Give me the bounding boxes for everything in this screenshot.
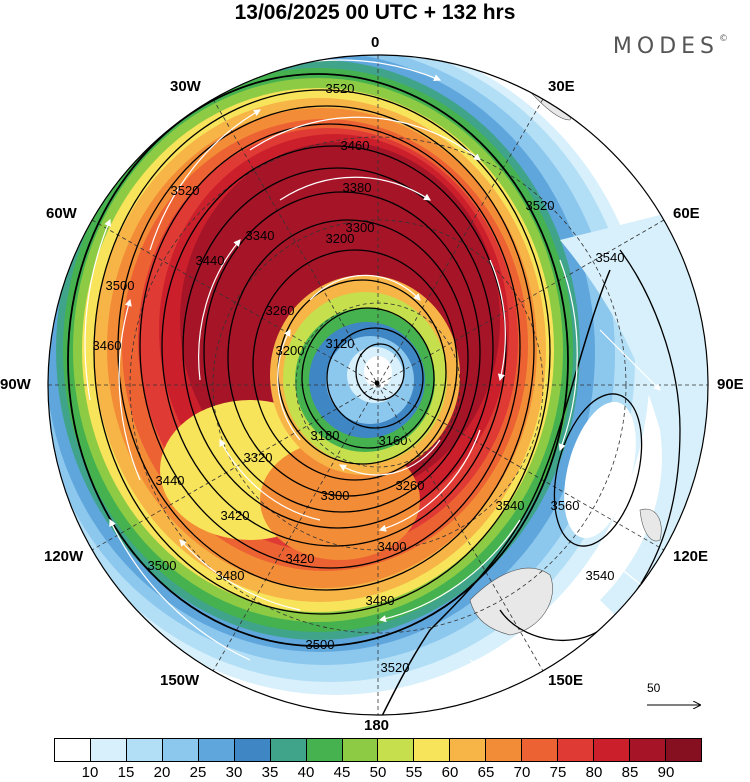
colorbar-tick-label: 85 bbox=[621, 764, 639, 781]
contour-label: 3120 bbox=[326, 336, 355, 351]
contour-label: 3460 bbox=[93, 338, 122, 353]
streamlines bbox=[84, 59, 661, 691]
contour-label: 3480 bbox=[216, 568, 245, 583]
lon-label-120e: 120E bbox=[673, 548, 709, 565]
colorbar-tick-label: 65 bbox=[477, 764, 495, 781]
contour-label: 3260 bbox=[266, 303, 295, 318]
colorbar bbox=[54, 738, 702, 762]
contour-label: 3560 bbox=[551, 498, 580, 513]
contour-label: 3540 bbox=[496, 498, 525, 513]
logo-copyright-mark: © bbox=[719, 34, 728, 44]
colorbar-cell bbox=[234, 739, 271, 761]
colorbar-tick-label: 35 bbox=[261, 764, 279, 781]
map-title: 13/06/2025 00 UTC + 132 hrs bbox=[234, 1, 516, 24]
colorbar-cell bbox=[55, 739, 91, 761]
contour-label: 3540 bbox=[596, 250, 625, 265]
colorbar-cell bbox=[342, 739, 379, 761]
colorbar-tick-label: 20 bbox=[153, 764, 171, 781]
lon-label-180: 180 bbox=[364, 717, 390, 734]
colorbar-tick-label: 75 bbox=[549, 764, 567, 781]
contour-label: 3300 bbox=[346, 220, 375, 235]
contour-label: 3500 bbox=[148, 558, 177, 573]
lon-label-30e: 30E bbox=[548, 78, 575, 95]
map-boundary bbox=[47, 54, 709, 716]
contour-label: 3260 bbox=[396, 478, 425, 493]
lon-label-150e: 150E bbox=[548, 672, 584, 689]
contour-label: 3420 bbox=[221, 508, 250, 523]
lon-label-60e: 60E bbox=[673, 205, 700, 222]
contour-label: 3420 bbox=[286, 551, 315, 566]
colorbar-cell bbox=[90, 739, 127, 761]
colorbar-cell bbox=[450, 739, 487, 761]
contour-label: 3440 bbox=[156, 473, 185, 488]
colorbar-cell bbox=[162, 739, 199, 761]
contour-labels: 3520 3460 3520 3380 3300 3340 3440 3500 3200 3260… bbox=[93, 81, 625, 675]
colorbar-cell bbox=[594, 739, 630, 761]
contour-label: 3340 bbox=[246, 228, 275, 243]
colorbar-cell bbox=[665, 739, 701, 761]
lon-label-120w: 120W bbox=[44, 548, 84, 565]
colorbar-tick-label: 25 bbox=[189, 764, 207, 781]
colorbar-tick-label: 50 bbox=[369, 764, 387, 781]
colorbar-tick-label: 90 bbox=[657, 764, 675, 781]
lon-label-60w: 60W bbox=[46, 205, 77, 222]
colorbar-cell bbox=[306, 739, 343, 761]
colorbar-tick-label: 45 bbox=[333, 764, 351, 781]
wind-speed-field bbox=[48, 55, 708, 715]
lon-label-0: 0 bbox=[371, 34, 380, 51]
lon-label-90w: 90W bbox=[0, 376, 31, 393]
contour-label: 3380 bbox=[343, 180, 372, 195]
colorbar-cell bbox=[630, 739, 666, 761]
colorbar-cell bbox=[198, 739, 235, 761]
contour-label: 3520 bbox=[326, 81, 355, 96]
contour-label: 3300 bbox=[321, 488, 350, 503]
contour-label: 3440 bbox=[196, 253, 225, 268]
contour-label: 3500 bbox=[106, 278, 135, 293]
contour-label: 3520 bbox=[526, 198, 555, 213]
colorbar-cell bbox=[414, 739, 451, 761]
lon-label-30w: 30W bbox=[170, 78, 201, 95]
contour-label: 3200 bbox=[326, 231, 355, 246]
contour-label: 3520 bbox=[171, 183, 200, 198]
colorbar-tick-label: 30 bbox=[225, 764, 243, 781]
colorbar-ticks: 10 15 20 25 30 35 40 45 50 55 60 65 70 75 80 85 90 bbox=[54, 764, 702, 782]
reference-vector-label: 50 bbox=[647, 681, 661, 695]
contour-label: 3480 bbox=[366, 593, 395, 608]
colorbar-cell bbox=[270, 739, 307, 761]
colorbar-tick-label: 10 bbox=[81, 764, 99, 781]
logo-text: MODES bbox=[612, 34, 719, 59]
height-contours bbox=[67, 73, 681, 715]
colorbar-cell bbox=[486, 739, 523, 761]
colorbar-tick-label: 40 bbox=[297, 764, 315, 781]
colorbar-cell bbox=[378, 739, 415, 761]
contour-label: 3500 bbox=[306, 637, 335, 652]
colorbar-cell bbox=[126, 739, 163, 761]
colorbar-cell bbox=[558, 739, 595, 761]
colorbar-tick-label: 60 bbox=[441, 764, 459, 781]
contour-label: 3200 bbox=[276, 343, 305, 358]
colorbar-cell bbox=[522, 739, 559, 761]
modes-logo: MODES© bbox=[613, 34, 728, 59]
contour-label: 3180 bbox=[311, 428, 340, 443]
contour-label: 3160 bbox=[379, 433, 408, 448]
colorbar-tick-label: 15 bbox=[117, 764, 135, 781]
contour-label: 3520 bbox=[381, 660, 410, 675]
contour-label: 3540 bbox=[586, 568, 615, 583]
colorbar-tick-label: 70 bbox=[513, 764, 531, 781]
contour-label: 3320 bbox=[244, 450, 273, 465]
colorbar-tick-label: 55 bbox=[405, 764, 423, 781]
contour-label: 3400 bbox=[378, 539, 407, 554]
lon-label-150w: 150W bbox=[160, 672, 200, 689]
contour-label: 3460 bbox=[341, 138, 370, 153]
lon-label-90e: 90E bbox=[717, 376, 744, 393]
pole-marker bbox=[374, 380, 380, 386]
colorbar-tick-label: 80 bbox=[585, 764, 603, 781]
